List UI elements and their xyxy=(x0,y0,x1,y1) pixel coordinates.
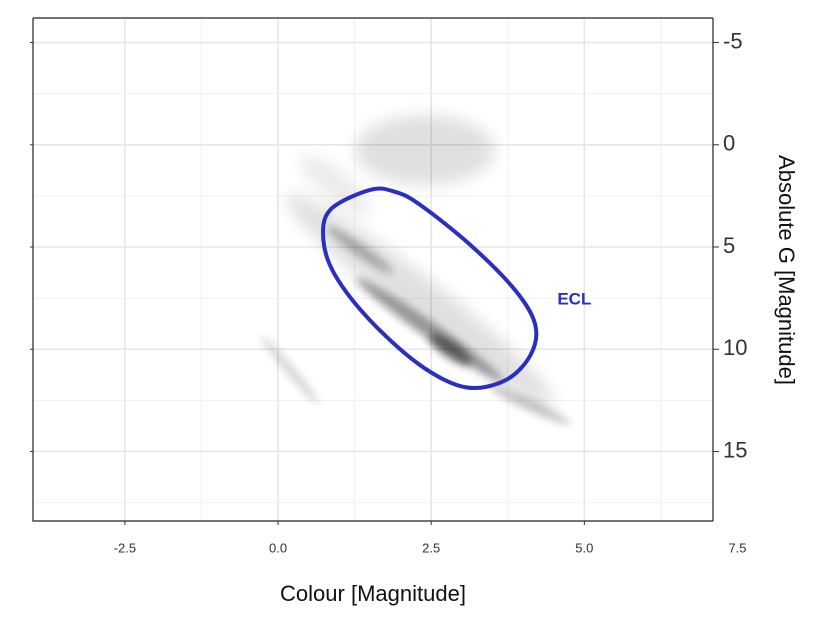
y-tick-label: 0 xyxy=(723,131,735,156)
x-tick-label: 0.0 xyxy=(269,540,287,555)
x-tick-label: 2.5 xyxy=(422,540,440,555)
y-tick-label: -5 xyxy=(723,28,743,53)
main-sequence-peak xyxy=(429,334,471,366)
subgiants xyxy=(299,154,371,216)
y-tick-label: 15 xyxy=(723,437,747,462)
series-label: ECL xyxy=(557,290,591,309)
giant-branch xyxy=(355,115,495,185)
marks xyxy=(30,42,719,525)
y-tick-label: 10 xyxy=(723,335,747,360)
y-tick-label: 5 xyxy=(723,233,735,258)
density xyxy=(260,115,571,425)
turnoff xyxy=(327,226,393,274)
white-dwarfs xyxy=(260,335,320,405)
x-axis-title: Colour [Magnitude] xyxy=(280,581,466,606)
binary-sequence xyxy=(489,385,571,425)
y-axis-title: Absolute G [Magnitude] xyxy=(774,155,799,385)
ecl-contour xyxy=(320,186,539,391)
x-tick-label: -2.5 xyxy=(114,540,136,555)
panel-border xyxy=(32,17,713,522)
x-tick-label: 5.0 xyxy=(575,540,593,555)
x-tick-label: 7.5 xyxy=(728,540,746,555)
